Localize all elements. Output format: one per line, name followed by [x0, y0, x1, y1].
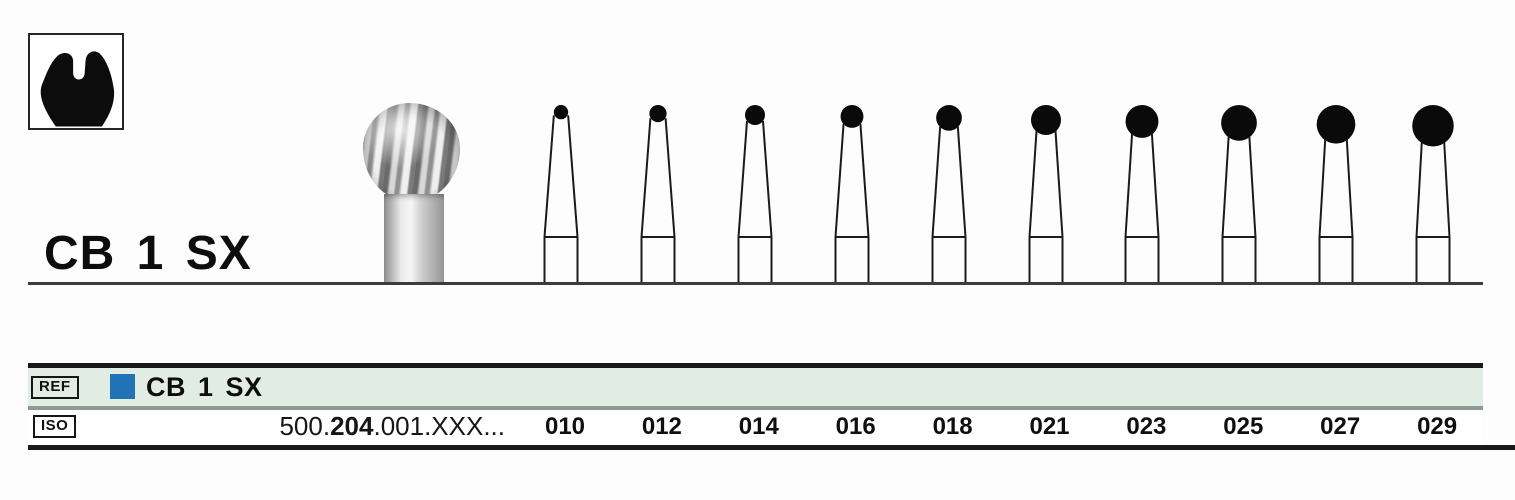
iso-code-suffix: .001.XXX...	[373, 411, 505, 441]
iso-size-018: 018	[932, 413, 973, 440]
iso-code-prefix: 500.	[279, 411, 331, 441]
iso-size-010: 010	[544, 413, 586, 440]
iso-size-021: 021	[1029, 413, 1070, 440]
bur-diagram-029	[1412, 105, 1454, 283]
iso-size-025: 025	[1223, 413, 1264, 440]
iso-size-016: 016	[835, 413, 876, 440]
bur-diagram-014	[737, 105, 773, 283]
iso-code: 500.204.001.XXX...	[178, 410, 505, 443]
iso-size-012: 012	[641, 413, 682, 440]
iso-label: ISO	[33, 415, 77, 438]
iso-code-geometry: 204	[330, 411, 374, 441]
bur-diagram-027	[1316, 105, 1356, 283]
ref-value: CB 1 SX	[146, 372, 263, 402]
product-title: CB 1 SX	[44, 227, 252, 280]
bur-photo-shank	[384, 194, 444, 283]
iso-size-027: 027	[1320, 413, 1361, 440]
bur-diagram-012	[640, 105, 676, 283]
tooth-crown-icon	[28, 33, 124, 130]
baseline-rule	[28, 282, 1483, 285]
order-table: REF CB 1 SX ISO 500.204.001.XXX... 010 01…	[28, 363, 1483, 443]
iso-size-014: 014	[738, 413, 779, 440]
table-bottom-border	[28, 445, 1515, 450]
bur-diagram-025	[1221, 105, 1258, 283]
tooth-crown-glyph	[40, 51, 115, 127]
iso-size-029: 029	[1417, 413, 1458, 440]
table-top-border	[28, 363, 1483, 368]
bur-diagram-016	[834, 105, 870, 283]
ref-row: REF CB 1 SX	[28, 368, 1483, 406]
bur-diagram-021	[1028, 105, 1063, 283]
bur-photo-head	[363, 103, 460, 202]
bur-diagram-018	[931, 105, 967, 283]
bur-diagram-010	[543, 105, 579, 283]
iso-size-023: 023	[1126, 413, 1167, 440]
bur-diagram-023	[1124, 105, 1160, 283]
row-separator	[28, 406, 1483, 410]
color-swatch	[110, 374, 135, 399]
ref-label: REF	[31, 376, 79, 399]
iso-row: ISO 500.204.001.XXX... 010 012 014 016 018 02…	[28, 410, 1483, 443]
